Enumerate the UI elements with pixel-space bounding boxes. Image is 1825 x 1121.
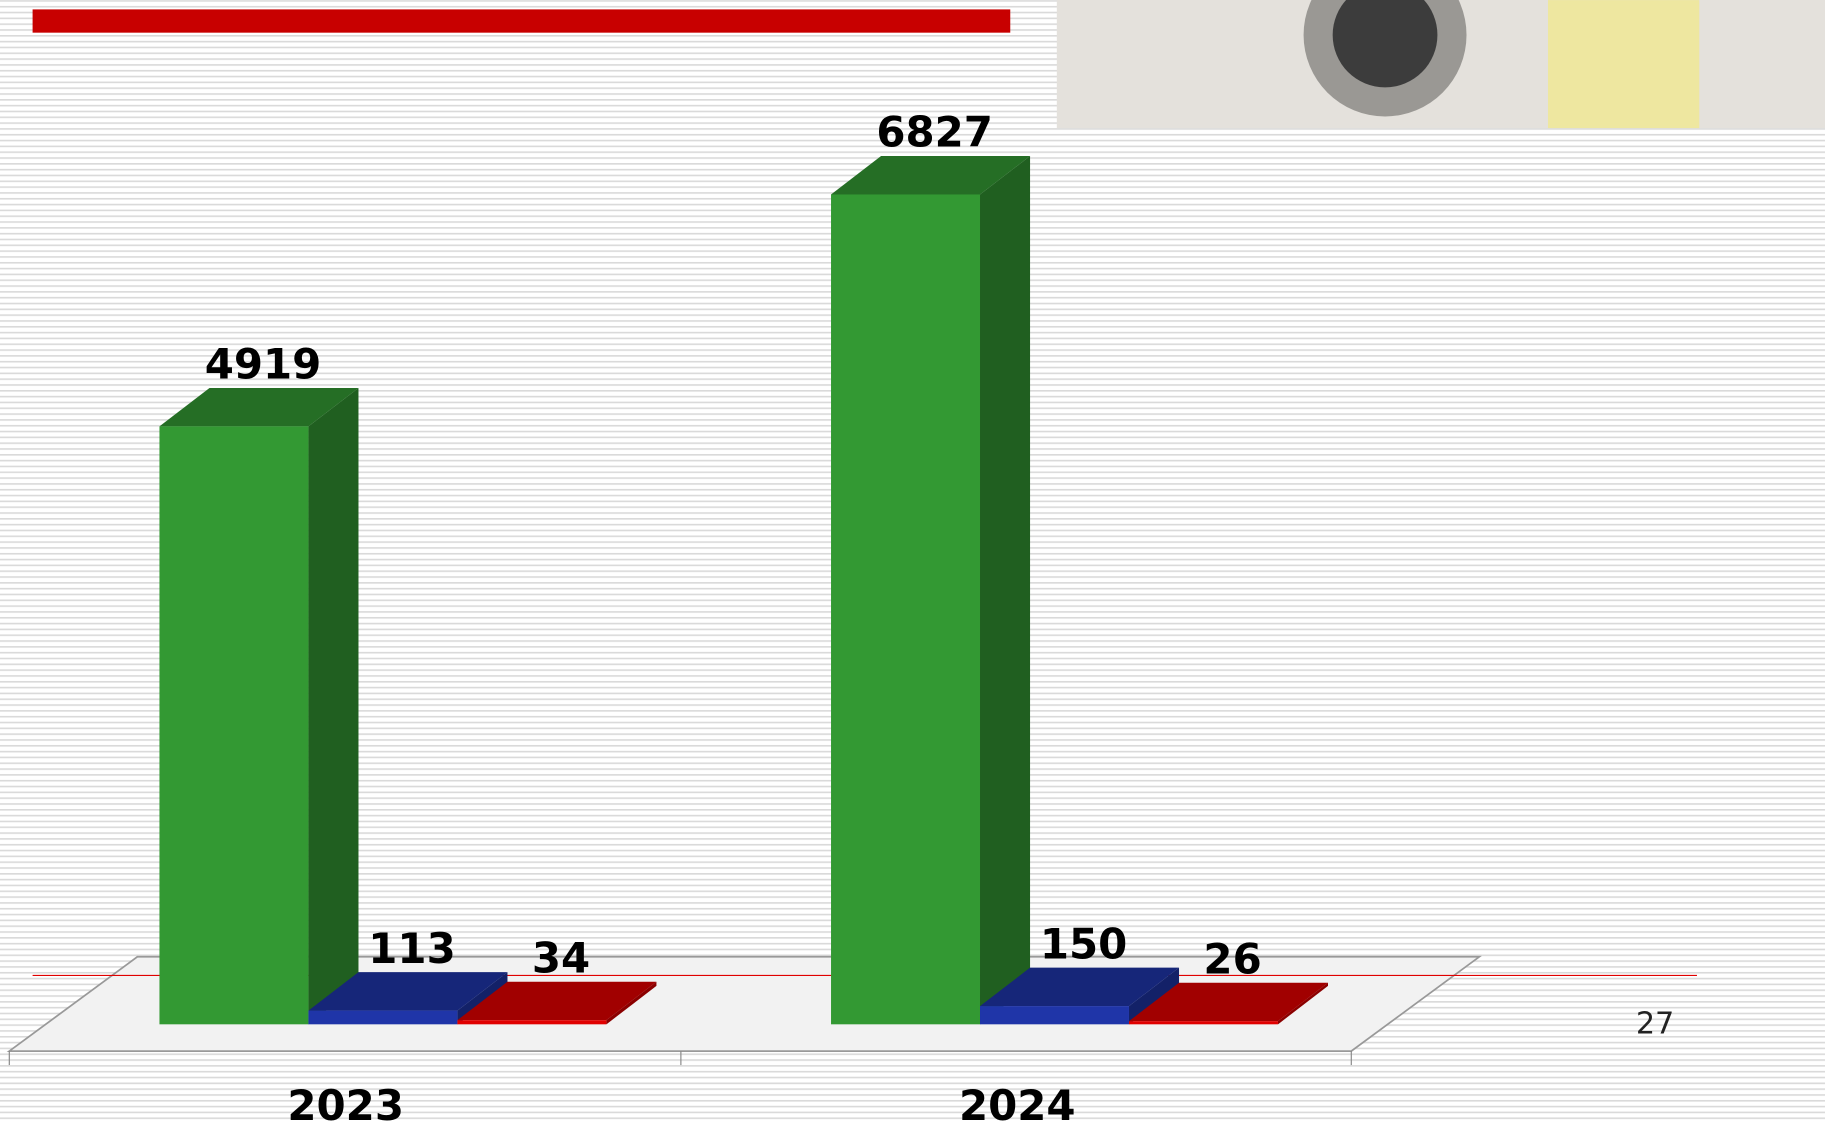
- data-label: 26: [1203, 934, 1261, 983]
- bar-side: [980, 156, 1030, 1024]
- data-label: 150: [1040, 919, 1127, 968]
- data-label: 6827: [876, 108, 993, 157]
- x-tick-label: 2024: [959, 1081, 1076, 1121]
- data-label: 4919: [205, 340, 322, 389]
- page: 27 20234919113342024682715026 ujawniono …: [0, 0, 1825, 1121]
- data-label: 113: [368, 924, 455, 973]
- bar: [308, 1011, 457, 1025]
- bar: [831, 194, 980, 1024]
- x-tick-label: 2023: [287, 1081, 404, 1121]
- header-bar: [33, 9, 1011, 32]
- bar-side: [308, 388, 358, 1024]
- bar: [159, 426, 308, 1024]
- page-number: 27: [1636, 1007, 1675, 1042]
- bar: [457, 1020, 606, 1024]
- data-label: 34: [532, 933, 590, 982]
- bar: [1129, 1021, 1278, 1024]
- photo-vest: [1548, 0, 1699, 128]
- bar: [980, 1006, 1129, 1024]
- chart: 27 2023 4919 113 34 2024 6827 150 26: [0, 0, 1825, 1121]
